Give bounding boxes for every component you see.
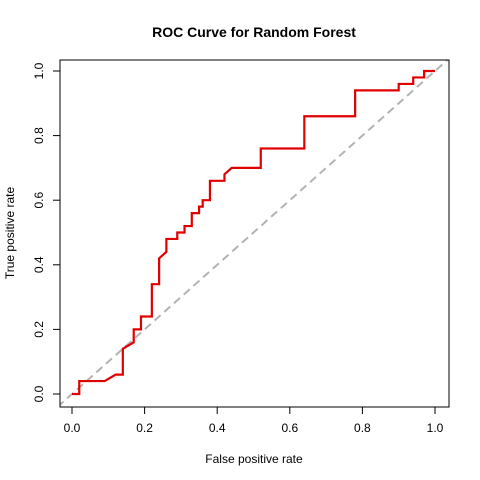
roc-curve-line bbox=[72, 69, 435, 396]
x-tick-label: 0.0 bbox=[64, 421, 81, 435]
y-axis: 0.0 0.2 0.4 0.6 0.8 1.0 bbox=[32, 62, 61, 402]
y-tick-label: 0.0 bbox=[32, 385, 46, 402]
x-tick-label: 0.2 bbox=[136, 421, 153, 435]
y-tick-label: 0.6 bbox=[32, 192, 46, 209]
y-tick-label: 0.4 bbox=[32, 256, 46, 273]
y-axis-label: True positive rate bbox=[3, 187, 17, 280]
y-tick-label: 0.2 bbox=[32, 321, 46, 338]
reference-diagonal-line bbox=[60, 60, 449, 407]
y-tick-label: 0.8 bbox=[32, 127, 46, 144]
x-tick-label: 0.8 bbox=[354, 421, 371, 435]
x-axis-label: False positive rate bbox=[205, 452, 303, 466]
x-tick-label: 0.4 bbox=[209, 421, 226, 435]
chart-title: ROC Curve for Random Forest bbox=[152, 24, 356, 40]
x-axis: 0.0 0.2 0.4 0.6 0.8 1.0 bbox=[64, 406, 444, 435]
x-tick-label: 1.0 bbox=[427, 421, 444, 435]
y-tick-label: 1.0 bbox=[32, 62, 46, 79]
x-tick-label: 0.6 bbox=[281, 421, 298, 435]
